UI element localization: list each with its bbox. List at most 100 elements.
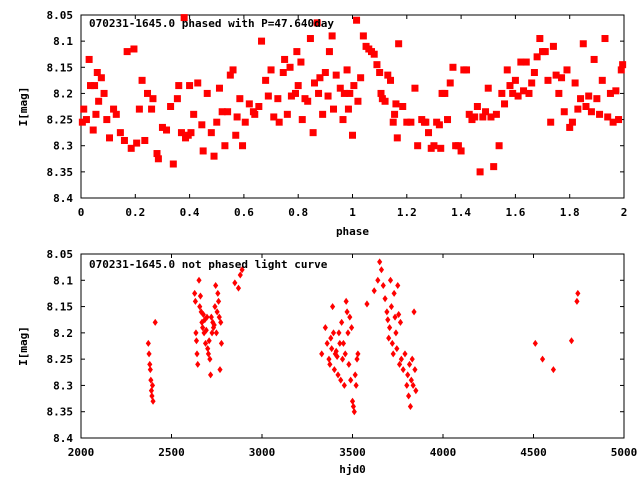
data-point xyxy=(205,345,211,353)
data-point xyxy=(163,126,171,134)
data-point xyxy=(319,110,327,118)
data-point xyxy=(398,355,404,363)
data-point xyxy=(297,58,305,66)
data-point xyxy=(532,339,538,347)
data-point xyxy=(346,360,352,368)
data-point xyxy=(148,376,154,384)
data-point xyxy=(457,147,465,155)
y-tick-label: 8.15 xyxy=(47,301,74,314)
data-point xyxy=(482,108,490,116)
data-point xyxy=(352,371,358,379)
data-point xyxy=(207,129,215,137)
x-tick-label: 3500 xyxy=(339,446,366,459)
data-point xyxy=(208,313,214,321)
data-point xyxy=(169,160,177,168)
data-point xyxy=(385,316,391,324)
data-point xyxy=(339,318,345,326)
data-point xyxy=(144,89,152,97)
data-point xyxy=(435,121,443,129)
data-point xyxy=(387,324,393,332)
data-point xyxy=(411,308,417,316)
data-point xyxy=(213,118,221,126)
data-point xyxy=(563,66,571,74)
data-point xyxy=(95,97,103,105)
data-point xyxy=(186,82,194,90)
data-point xyxy=(387,276,394,284)
data-point xyxy=(353,16,361,24)
data-point xyxy=(281,55,289,63)
data-point xyxy=(200,324,206,332)
y-axis-label: I[mag] xyxy=(17,326,30,366)
data-point xyxy=(251,110,259,118)
y-tick-label: 8.2 xyxy=(53,87,73,100)
x-tick-label: 3000 xyxy=(249,446,276,459)
data-point xyxy=(511,76,519,84)
data-point xyxy=(106,134,114,142)
data-point xyxy=(402,350,408,358)
data-point xyxy=(274,95,282,103)
data-point xyxy=(232,279,238,287)
data-point xyxy=(598,76,606,84)
y-tick-label: 8.2 xyxy=(53,327,73,340)
data-point xyxy=(375,276,381,284)
data-point xyxy=(347,313,353,321)
data-point xyxy=(145,339,151,347)
data-point xyxy=(407,118,415,126)
data-point xyxy=(528,79,536,87)
data-point xyxy=(539,355,546,363)
data-point xyxy=(503,66,511,74)
data-point xyxy=(575,289,581,297)
y-tick-label: 8.25 xyxy=(47,353,74,366)
data-point xyxy=(387,76,395,84)
data-point xyxy=(204,313,210,321)
data-point xyxy=(391,110,399,118)
data-point xyxy=(217,366,223,374)
x-tick-label: 1.2 xyxy=(397,206,417,219)
data-point xyxy=(150,397,156,405)
data-point xyxy=(233,113,241,121)
data-point xyxy=(373,61,381,69)
data-point xyxy=(353,381,359,389)
data-point xyxy=(558,74,566,82)
data-point xyxy=(550,366,556,374)
x-tick-label: 2 xyxy=(621,206,628,219)
data-point xyxy=(386,334,392,342)
data-point xyxy=(206,337,212,345)
data-point xyxy=(446,79,454,87)
data-point xyxy=(541,48,549,56)
data-point xyxy=(130,45,138,53)
data-point xyxy=(444,116,452,124)
x-tick-label: 0.6 xyxy=(234,206,254,219)
data-point xyxy=(377,258,383,266)
data-point xyxy=(370,50,378,58)
data-point xyxy=(127,144,135,152)
y-tick-label: 8.4 xyxy=(53,432,73,445)
x-tick-label: 1.8 xyxy=(560,206,580,219)
data-point xyxy=(205,350,211,358)
data-point xyxy=(394,345,400,353)
data-point xyxy=(381,97,389,105)
data-point xyxy=(310,79,318,87)
data-point xyxy=(258,37,266,45)
x-tick-label: 2500 xyxy=(158,446,185,459)
data-point xyxy=(138,76,146,84)
data-point xyxy=(187,129,195,137)
data-point xyxy=(239,266,245,274)
data-point xyxy=(604,113,612,121)
data-point xyxy=(332,71,340,79)
data-point xyxy=(339,116,347,124)
data-point xyxy=(612,87,620,95)
data-point xyxy=(215,289,221,297)
x-tick-label: 1.4 xyxy=(451,206,471,219)
data-point xyxy=(293,48,301,56)
data-point xyxy=(413,387,419,395)
data-point xyxy=(327,360,333,368)
data-point xyxy=(404,381,410,389)
data-point xyxy=(120,136,128,144)
data-point xyxy=(615,116,623,124)
x-tick-label: 5000 xyxy=(611,446,638,459)
data-point xyxy=(215,297,222,305)
data-point xyxy=(441,89,449,97)
data-point xyxy=(590,55,598,63)
